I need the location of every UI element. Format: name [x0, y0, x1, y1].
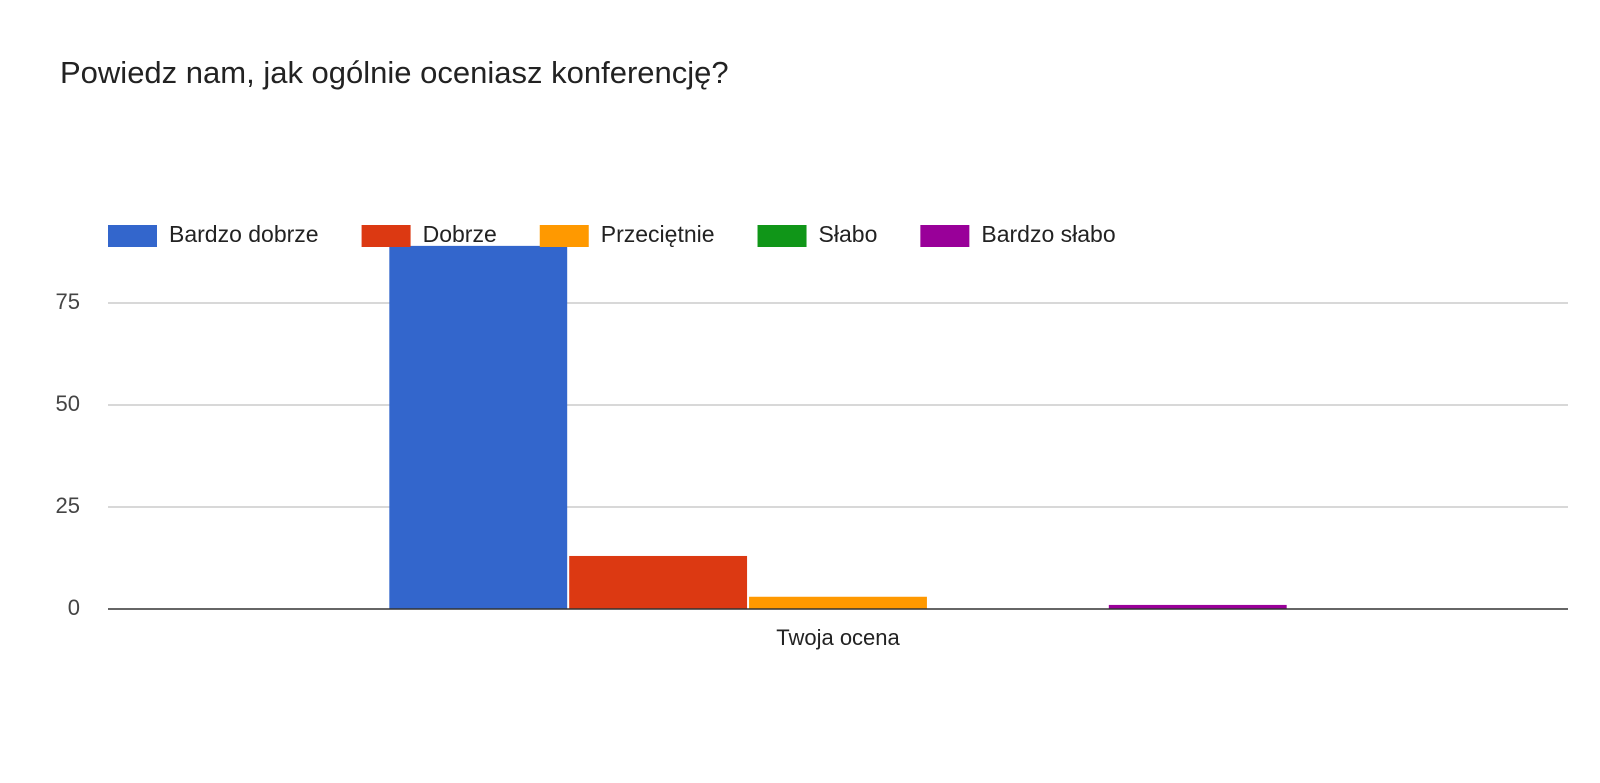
x-tick-label: Twoja ocena: [776, 625, 900, 650]
y-tick-label: 0: [68, 595, 80, 620]
legend-label: Bardzo dobrze: [169, 221, 319, 247]
legend-swatch: [539, 225, 589, 247]
legend-label: Słabo: [819, 221, 878, 247]
legend-label: Dobrze: [423, 221, 497, 247]
bar: [569, 555, 748, 609]
legend-swatch: [108, 225, 157, 247]
legend-label: Bardzo słabo: [981, 221, 1115, 247]
y-tick-label: 50: [56, 391, 80, 416]
legend-swatch: [757, 225, 807, 247]
bar: [1108, 604, 1287, 609]
y-tick-label: 25: [56, 493, 80, 518]
legend-swatch: [361, 225, 411, 247]
bar: [749, 596, 927, 609]
y-tick-label: 75: [56, 289, 80, 314]
legend-label: Przeciętnie: [601, 221, 715, 247]
bar: [389, 245, 568, 609]
legend-swatch: [920, 225, 970, 247]
chart-title: Powiedz nam, jak ogólnie oceniasz konfer…: [60, 55, 729, 90]
